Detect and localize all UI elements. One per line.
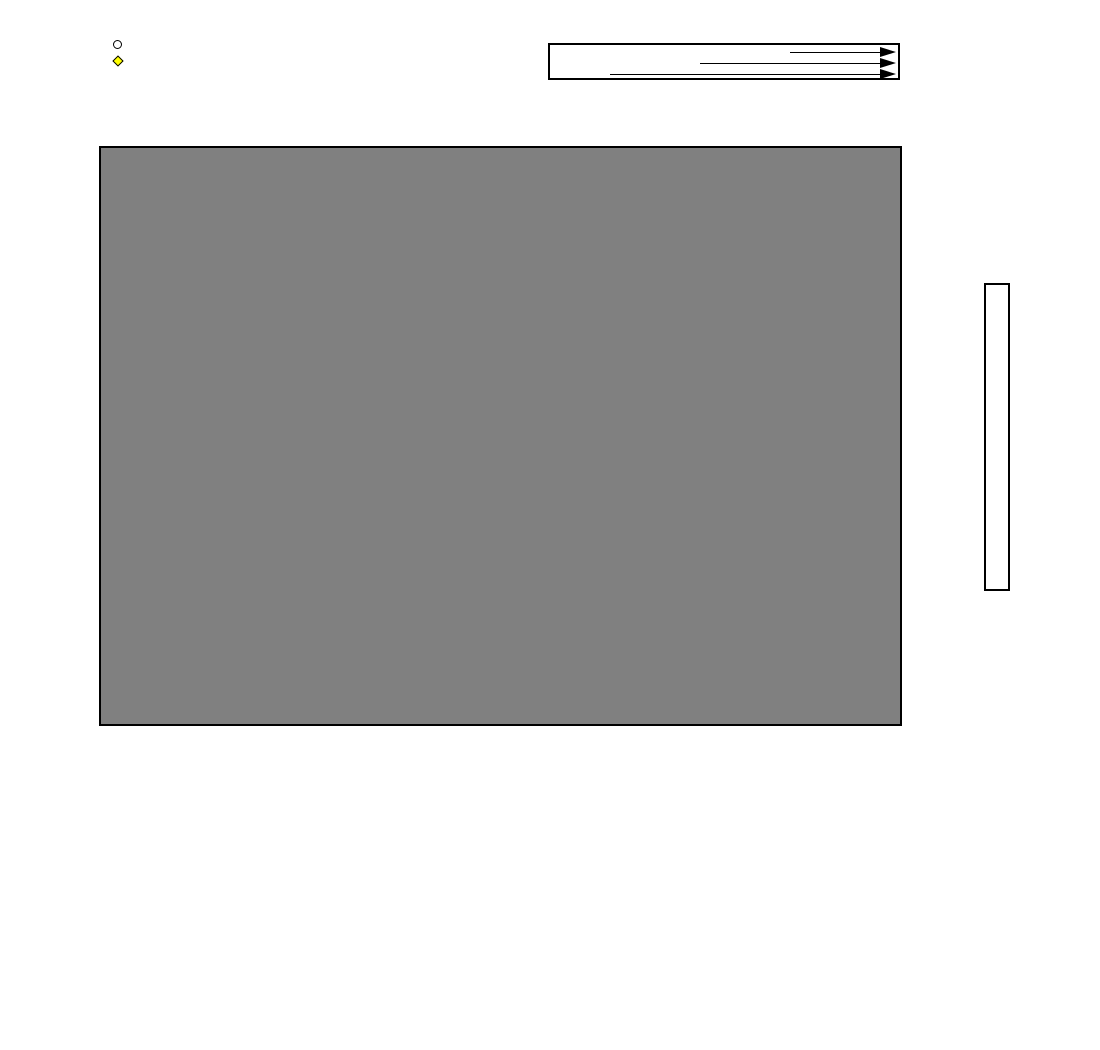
- vector-arrowhead-icon: [880, 58, 896, 68]
- circle-marker-icon: [111, 38, 127, 53]
- map-svg: [101, 148, 900, 724]
- vector-scale-row: [550, 57, 898, 69]
- vector-arrowhead-icon: [880, 47, 896, 57]
- vector-shaft: [790, 52, 880, 53]
- colorbar-gradient: [986, 285, 1008, 589]
- vector-shaft: [700, 63, 880, 64]
- map-plot-area[interactable]: [99, 146, 902, 726]
- legend-item-usm-instrumentation: [111, 38, 127, 53]
- legend-item-ndbc-station: [111, 54, 127, 69]
- vector-scale-row: [550, 46, 898, 58]
- diamond-marker-icon: [111, 54, 127, 69]
- vector-shaft: [610, 74, 880, 75]
- vector-scale-row: [550, 68, 898, 80]
- vector-arrowhead-icon: [880, 69, 896, 79]
- colorbar[interactable]: [984, 283, 1010, 591]
- marker-legend: [111, 38, 127, 70]
- vector-scale-legend: [548, 43, 900, 80]
